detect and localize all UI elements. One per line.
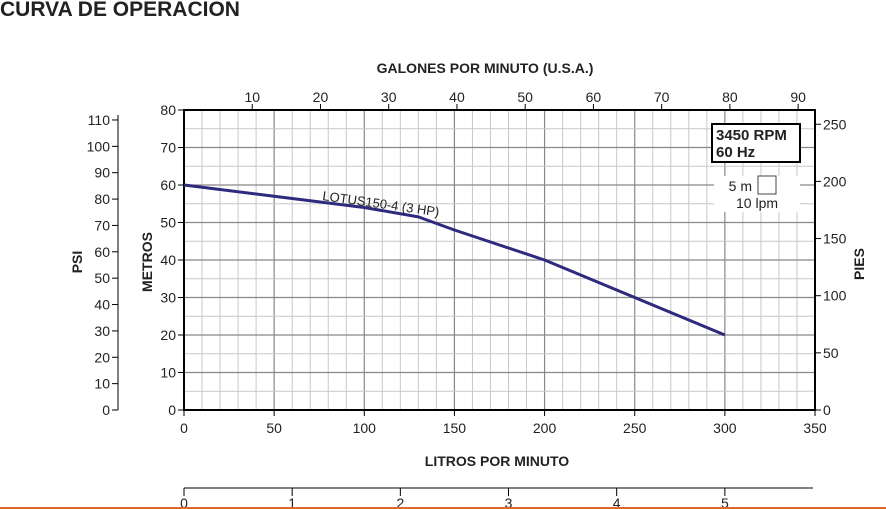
gpm-tick-label: 50 xyxy=(517,89,533,105)
psi-tick-label: 100 xyxy=(87,138,111,154)
scale-legend-bg xyxy=(714,176,800,212)
x-axis-title: LITROS POR MINUTO xyxy=(425,453,570,469)
info-hz: 60 Hz xyxy=(716,144,755,161)
psi-tick-label: 20 xyxy=(94,349,110,365)
x-tick-label: 150 xyxy=(443,420,467,436)
bottom-scale-label: 1 xyxy=(288,495,296,509)
psi-tick-label: 80 xyxy=(94,191,110,207)
scale-legend-height: 5 m xyxy=(729,178,752,194)
psi-tick-label: 0 xyxy=(102,402,110,418)
y-axis-title: METROS xyxy=(139,232,155,292)
x-tick-label: 100 xyxy=(353,420,377,436)
page-title: CURVA DE OPERACION xyxy=(0,0,240,21)
bottom-scale-label: 3 xyxy=(505,495,513,509)
psi-tick-label: 50 xyxy=(94,270,110,286)
pies-tick-label: 0 xyxy=(823,402,831,418)
pies-tick-label: 100 xyxy=(823,288,847,304)
info-rpm: 3450 RPM xyxy=(716,127,787,144)
gpm-tick-label: 60 xyxy=(586,89,602,105)
gpm-tick-label: 70 xyxy=(654,89,670,105)
bottom-scale-label: 0 xyxy=(180,495,188,509)
psi-tick-label: 90 xyxy=(94,165,110,181)
y-tick-label: 10 xyxy=(160,365,176,381)
x-tick-label: 200 xyxy=(533,420,557,436)
x-tick-label: 250 xyxy=(623,420,647,436)
info-box xyxy=(711,123,801,163)
pies-tick-label: 200 xyxy=(823,173,847,189)
pies-tick-label: 250 xyxy=(823,116,847,132)
y-tick-label: 80 xyxy=(160,102,176,118)
pies-axis-title: PIES xyxy=(851,248,867,280)
gpm-tick-label: 10 xyxy=(244,89,260,105)
y-tick-label: 20 xyxy=(160,327,176,343)
scale-legend-width: 10 lpm xyxy=(736,195,778,211)
pies-tick-label: 150 xyxy=(823,231,847,247)
psi-axis-title: PSI xyxy=(69,251,85,274)
gpm-tick-label: 30 xyxy=(381,89,397,105)
x-tick-label: 50 xyxy=(266,420,282,436)
scale-legend-square xyxy=(757,175,777,195)
psi-tick-label: 70 xyxy=(94,217,110,233)
y-tick-label: 60 xyxy=(160,177,176,193)
gpm-tick-label: 80 xyxy=(722,89,738,105)
series-line-lotus150-4 xyxy=(183,183,726,337)
y-tick-label: 70 xyxy=(160,140,176,156)
x-tick-label: 300 xyxy=(713,420,737,436)
x-tick-label: 0 xyxy=(180,420,188,436)
psi-tick-label: 110 xyxy=(88,112,111,128)
bottom-scale-label: 4 xyxy=(613,495,621,509)
psi-tick-label: 10 xyxy=(94,376,110,392)
bottom-scale-label: 5 xyxy=(721,495,729,509)
axes: 0 50 100 150 200 250 300 3500102030405060708010… xyxy=(87,89,847,509)
gpm-tick-label: 40 xyxy=(449,89,465,105)
bottom-scale-label: 2 xyxy=(396,495,404,509)
y-tick-label: 0 xyxy=(168,402,176,418)
series-label: LOTUS150-4 (3 HP) xyxy=(322,188,441,219)
top-axis-title: GALONES POR MINUTO (U.S.A.) xyxy=(377,60,594,76)
series-layer xyxy=(183,183,726,337)
psi-tick-label: 60 xyxy=(94,244,110,260)
psi-tick-label: 40 xyxy=(94,297,110,313)
psi-tick-label: 30 xyxy=(94,323,110,339)
grid xyxy=(183,109,816,411)
x-tick-label: 350 xyxy=(803,420,827,436)
gpm-tick-label: 20 xyxy=(313,89,329,105)
y-tick-label: 40 xyxy=(160,252,176,268)
gpm-tick-label: 90 xyxy=(790,89,806,105)
y-tick-label: 30 xyxy=(160,290,176,306)
pies-tick-label: 50 xyxy=(823,345,839,361)
y-tick-label: 50 xyxy=(160,215,176,231)
